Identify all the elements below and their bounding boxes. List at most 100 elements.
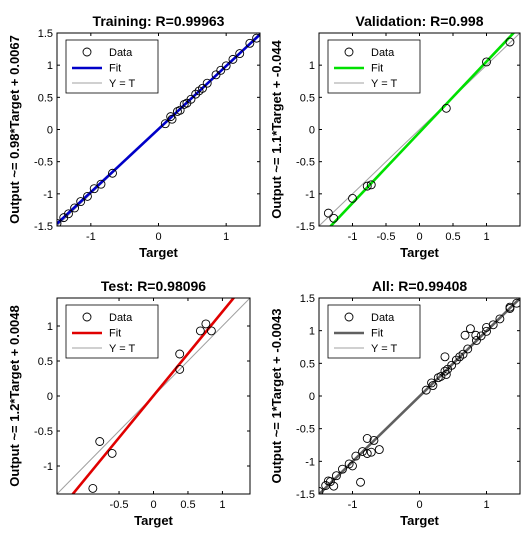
legend-box: [327, 39, 421, 94]
legend: Data Fit Y = T: [327, 39, 421, 94]
data-point: [107, 448, 117, 458]
x-tick-label: 1: [223, 231, 229, 243]
data-point: [505, 302, 515, 312]
data-point: [451, 355, 461, 365]
chart-title: Training: R=0.99963: [93, 13, 225, 29]
plot-content: [319, 298, 520, 494]
data-point: [175, 364, 185, 374]
data-point: [329, 481, 339, 491]
data-point: [476, 331, 486, 341]
fit-line: [329, 33, 516, 226]
data-point: [427, 378, 437, 388]
y-tick-label: 0.5: [38, 356, 53, 368]
regression-panel: -1 0 1 -1.5 -1 -0.5 0 0.5 1 1.5 Training: R=0.9996…: [7, 13, 261, 260]
data-point: [366, 447, 376, 457]
data-point: [235, 49, 245, 59]
data-point: [206, 326, 216, 336]
data-point: [488, 320, 498, 330]
data-point: [447, 360, 457, 370]
data-point: [472, 336, 481, 345]
data-point: [369, 435, 379, 445]
data-point: [465, 324, 475, 334]
data-point: [252, 33, 260, 43]
data-point: [441, 103, 451, 113]
data-point: [211, 70, 221, 80]
y-tick-label: -1: [305, 456, 315, 468]
legend-entry: Y = T: [109, 78, 135, 90]
data-point: [362, 449, 372, 458]
legend: Data Fit Y = T: [65, 39, 159, 94]
data-point: [57, 218, 62, 226]
x-tick-label: 1: [483, 499, 489, 511]
data-point: [167, 114, 177, 124]
chart-title: All: R=0.99408: [372, 278, 468, 294]
legend-data-marker: [82, 47, 92, 57]
data-point: [201, 319, 211, 329]
legend-entry: Y = T: [109, 343, 135, 355]
data-point: [198, 83, 207, 93]
x-axis-label: Target: [139, 245, 178, 260]
y-tick-label: -0.5: [296, 157, 315, 169]
y-tick-label: 1.5: [300, 293, 315, 305]
data-point: [482, 57, 491, 67]
data-point: [245, 38, 255, 48]
data-point: [505, 37, 515, 47]
data-point: [175, 349, 185, 359]
legend-entry: Fit: [109, 328, 121, 340]
legend-entry: Data: [371, 312, 395, 324]
y-tick-label: -0.5: [34, 157, 53, 169]
data-point: [348, 193, 357, 203]
data-point: [76, 197, 86, 207]
data-point: [338, 464, 347, 474]
plot-content: [319, 33, 520, 226]
data-point: [95, 437, 105, 446]
y-tick-label: -1.5: [34, 221, 53, 233]
y-axis-label: Output ~= 1.1*Target + -0.044: [269, 39, 284, 218]
y-tick-label: -1.5: [296, 489, 315, 501]
legend-entry: Y = T: [371, 343, 397, 355]
data-point: [221, 61, 231, 71]
y-tick-label: -1.5: [296, 221, 315, 233]
y-tick-label: -1: [43, 461, 53, 473]
x-tick-label: -1: [348, 231, 358, 243]
legend-data-marker: [344, 47, 354, 57]
x-axis-label: Target: [400, 513, 439, 528]
data-point: [348, 461, 357, 471]
data-point: [441, 369, 451, 379]
y-tick-label: 1: [309, 60, 315, 72]
data-point: [195, 326, 205, 336]
legend-entry: Y = T: [371, 78, 397, 90]
data-point: [421, 385, 431, 395]
data-point: [108, 168, 117, 178]
data-point: [202, 78, 212, 88]
data-point: [455, 352, 465, 362]
y-tick-label: 0.5: [300, 358, 315, 370]
x-tick-label: 1: [483, 231, 489, 243]
data-point: [228, 54, 238, 64]
data-point: [362, 181, 372, 191]
y-tick-label: 0: [47, 125, 53, 137]
data-point: [323, 208, 333, 218]
legend-entry: Data: [371, 47, 395, 59]
legend-data-marker: [82, 312, 92, 322]
data-point: [319, 486, 324, 494]
x-tick-label: -0.5: [377, 231, 396, 243]
data-point: [351, 451, 361, 461]
legend-entry: Data: [109, 312, 133, 324]
fit-line: [71, 298, 236, 494]
x-tick-label: 0: [155, 231, 161, 243]
regression-panel: -1 -0.5 0 0.5 1 -1.5 -1 -0.5 0 0.5 1 Validation: R=…: [269, 13, 521, 260]
data-point: [471, 330, 481, 340]
legend-box: [327, 304, 421, 359]
regression-panel: -1 0 1 -1.5 -1 -0.5 0 0.5 1 1.5 All: R=0.99408 Targ…: [269, 278, 521, 528]
y-tick-label: -0.5: [34, 426, 53, 438]
data-point: [512, 298, 520, 308]
data-point: [482, 322, 491, 332]
x-tick-label: 1: [219, 499, 225, 511]
data-point: [325, 477, 335, 487]
x-tick-label: -1: [348, 499, 358, 511]
data-point: [89, 184, 99, 194]
y-axis-label: Output ~= 1*Target + -0.0043: [269, 309, 284, 484]
legend-entry: Data: [109, 47, 133, 59]
legend-box: [65, 304, 159, 359]
